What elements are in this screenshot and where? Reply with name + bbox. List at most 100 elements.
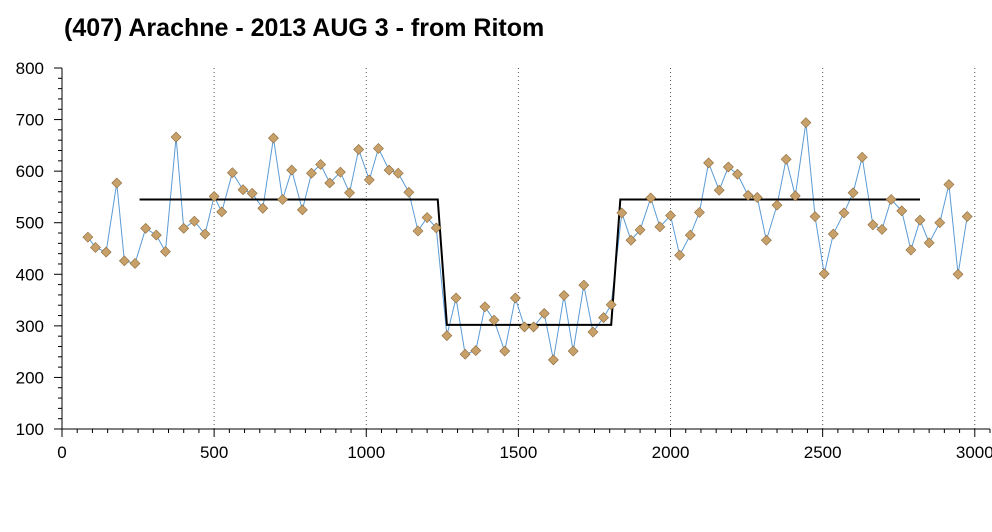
observed-point bbox=[654, 221, 666, 233]
observed-point bbox=[732, 168, 743, 180]
observed-point bbox=[838, 207, 850, 219]
observed-point bbox=[509, 292, 521, 304]
observed-point bbox=[246, 187, 258, 199]
y-tick-label: 200 bbox=[16, 368, 44, 387]
observed-point bbox=[118, 255, 130, 267]
series-layer bbox=[82, 117, 973, 366]
observed-point bbox=[789, 190, 801, 202]
observed-point bbox=[598, 312, 610, 324]
x-tick-label: 1000 bbox=[347, 443, 385, 462]
y-tick-label: 400 bbox=[16, 265, 44, 284]
observed-point bbox=[616, 207, 628, 219]
observed-point bbox=[694, 206, 705, 218]
x-tick-label: 500 bbox=[200, 443, 228, 462]
x-tick-label: 3000 bbox=[956, 443, 992, 462]
observed-point bbox=[952, 268, 964, 280]
observed-point bbox=[450, 292, 462, 304]
observed-point bbox=[703, 157, 714, 169]
observed-point bbox=[392, 167, 404, 179]
observed-point bbox=[140, 222, 152, 234]
observed-point bbox=[277, 194, 289, 205]
observed-point bbox=[199, 228, 211, 240]
observed-point bbox=[170, 131, 182, 143]
observed-point bbox=[634, 224, 646, 236]
observed-point bbox=[674, 249, 686, 261]
observed-point bbox=[885, 194, 897, 205]
observed-point bbox=[488, 314, 500, 326]
observed-point bbox=[578, 279, 590, 291]
observed-point bbox=[923, 237, 935, 249]
observed-point bbox=[111, 177, 123, 189]
observed-point bbox=[257, 202, 269, 214]
observed-point bbox=[847, 187, 859, 199]
observed-point bbox=[100, 246, 112, 258]
observed-point bbox=[961, 211, 973, 222]
observed-point bbox=[800, 117, 812, 129]
observed-point bbox=[742, 189, 754, 201]
observed-point bbox=[373, 143, 384, 154]
observed-point bbox=[188, 215, 200, 227]
observed-point bbox=[470, 345, 482, 357]
observed-point bbox=[538, 308, 550, 319]
observed-point bbox=[751, 192, 763, 203]
observed-point bbox=[760, 234, 772, 246]
observed-point bbox=[353, 144, 365, 155]
observed-point bbox=[605, 299, 617, 311]
observed-point bbox=[528, 321, 540, 333]
observed-point bbox=[90, 242, 101, 253]
observed-point bbox=[403, 186, 415, 198]
y-tick-label: 300 bbox=[16, 317, 44, 336]
observed-point bbox=[412, 225, 424, 237]
observed-point bbox=[208, 190, 220, 202]
observed-point bbox=[587, 326, 599, 338]
observed-point bbox=[178, 222, 190, 234]
y-tick-label: 800 bbox=[16, 59, 44, 78]
observed-point bbox=[324, 177, 336, 189]
y-tick-label: 100 bbox=[16, 420, 44, 439]
observed-point bbox=[344, 187, 355, 199]
y-tick-label: 500 bbox=[16, 214, 44, 233]
tick-labels: 100 200 300 400 500 600 700 800 0 500 1000 1500 2000… bbox=[16, 59, 992, 462]
chart-title: (407) Arachne - 2013 AUG 3 - from Ritom bbox=[64, 14, 545, 42]
observed-point bbox=[82, 231, 94, 243]
observed-point bbox=[771, 199, 783, 211]
observed-point bbox=[334, 166, 346, 178]
observed-point bbox=[645, 192, 657, 204]
observed-point bbox=[441, 330, 453, 342]
observed-point bbox=[780, 153, 792, 165]
y-tick-label: 700 bbox=[16, 111, 44, 130]
x-tick-label: 0 bbox=[57, 443, 66, 462]
observed-point bbox=[286, 164, 298, 176]
observed-point bbox=[237, 184, 249, 196]
grid-layer bbox=[213, 68, 976, 429]
x-tick-label: 2500 bbox=[804, 443, 842, 462]
observed-point bbox=[665, 210, 676, 221]
observed-point bbox=[876, 223, 888, 235]
observed-point bbox=[625, 234, 637, 246]
observed-point bbox=[430, 222, 442, 234]
x-tick-label: 1500 bbox=[499, 443, 537, 462]
observed-point bbox=[827, 228, 839, 240]
observed-point bbox=[809, 211, 821, 222]
observed-point bbox=[519, 321, 530, 333]
observed-point bbox=[547, 354, 559, 366]
y-tick-label: 600 bbox=[16, 162, 44, 181]
observed-point bbox=[150, 229, 162, 241]
model-series-line bbox=[139, 198, 921, 326]
observed-point bbox=[856, 151, 868, 163]
axis-layer bbox=[54, 67, 991, 437]
observed-point bbox=[160, 246, 171, 258]
observed-point bbox=[499, 345, 511, 357]
observed-point bbox=[306, 167, 317, 179]
observed-point bbox=[226, 167, 238, 179]
observed-point bbox=[818, 268, 830, 280]
observed-point bbox=[479, 301, 491, 313]
observed-point bbox=[421, 212, 433, 223]
observed-point bbox=[567, 345, 579, 357]
observed-point bbox=[934, 217, 946, 229]
observed-point bbox=[383, 164, 395, 176]
observed-point bbox=[896, 205, 908, 217]
observed-point bbox=[216, 206, 228, 218]
